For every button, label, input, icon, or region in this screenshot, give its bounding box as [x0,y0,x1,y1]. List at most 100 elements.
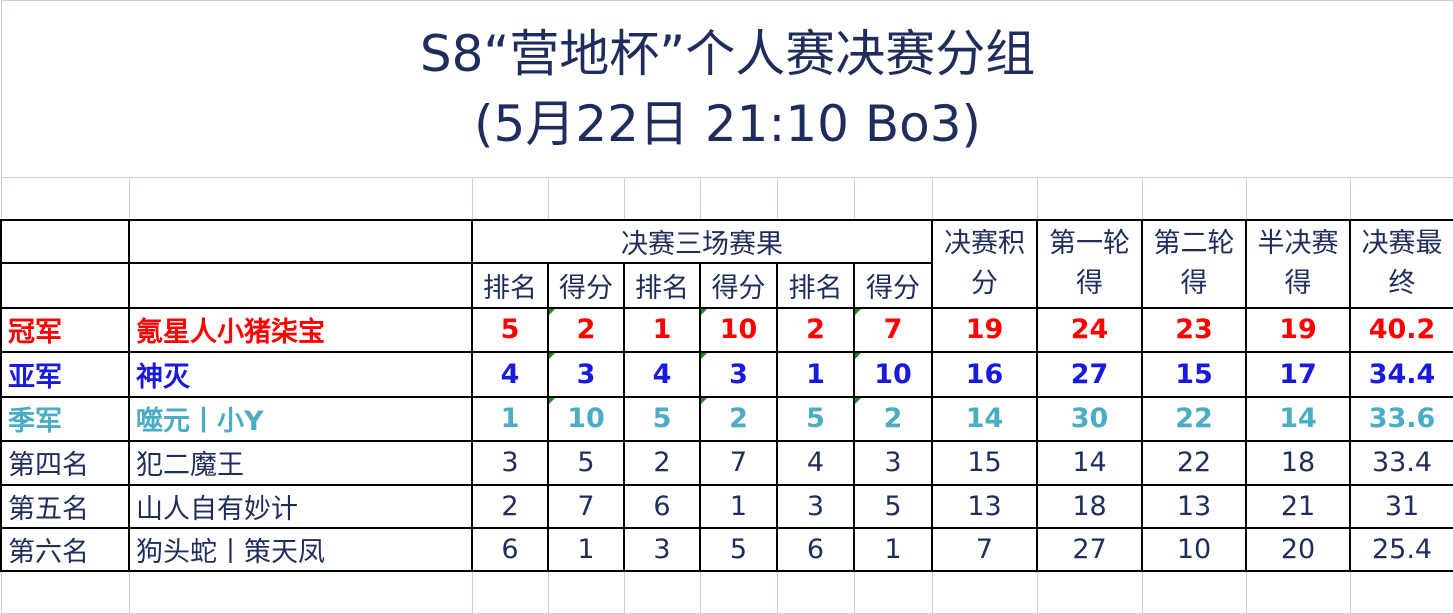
score-1-cell[interactable]: 7 [547,483,625,529]
cell[interactable] [776,570,855,614]
rank-2-cell[interactable]: 6 [623,483,701,529]
header-final-points[interactable]: 决赛积分 [931,218,1038,309]
rank-1-cell[interactable]: 2 [471,483,549,529]
cell[interactable] [0,261,130,309]
round1-cell[interactable]: 27 [1036,526,1143,572]
score-2-cell[interactable]: 1 [699,483,778,529]
round1-cell[interactable]: 27 [1036,350,1143,398]
header-rank-2[interactable]: 排名 [623,261,701,309]
rank-3-cell[interactable]: 5 [776,395,855,442]
cell[interactable] [0,570,130,614]
rank-1-cell[interactable]: 6 [471,526,549,572]
cell[interactable] [776,177,855,220]
cell[interactable] [699,177,778,220]
player-name-cell[interactable]: 狗头蛇丨策天凤 [128,526,473,572]
place-cell[interactable]: 亚军 [0,350,130,398]
player-name-cell[interactable]: 犯二魔王 [128,439,473,486]
header-final[interactable]: 决赛最终 [1348,218,1453,309]
cell[interactable] [128,261,473,309]
final-points-cell[interactable]: 14 [931,395,1038,442]
final-cell[interactable]: 40.2 [1348,306,1453,353]
rank-3-cell[interactable]: 1 [776,350,855,398]
score-1-cell[interactable]: 1 [547,526,625,572]
header-score-3[interactable]: 得分 [853,261,933,309]
score-2-cell[interactable]: 5 [699,526,778,572]
semi-cell[interactable]: 21 [1245,483,1351,529]
final-points-cell[interactable]: 19 [931,306,1038,353]
place-cell[interactable]: 冠军 [0,306,130,353]
final-cell[interactable]: 31 [1348,483,1453,529]
score-3-cell[interactable]: 3 [853,439,933,486]
cell[interactable] [1349,570,1453,614]
cell[interactable] [1141,177,1247,220]
score-1-cell[interactable]: 5 [547,439,625,486]
cell[interactable] [128,218,473,264]
header-round1[interactable]: 第一轮得 [1036,218,1143,309]
sheet-title[interactable]: S8“营地杯”个人赛决赛分组 (5月22日 21:10 Bo3) [0,0,1453,178]
final-points-cell[interactable]: 7 [931,526,1038,572]
round1-cell[interactable]: 18 [1036,483,1143,529]
final-cell[interactable]: 33.6 [1348,395,1453,442]
cell[interactable] [1036,177,1143,220]
score-2-cell[interactable]: 7 [699,439,778,486]
rank-2-cell[interactable]: 1 [623,306,701,353]
semi-cell[interactable]: 20 [1245,526,1351,572]
player-name-cell[interactable]: 山人自有妙计 [128,483,473,529]
rank-2-cell[interactable]: 5 [623,395,701,442]
cell[interactable] [0,218,130,264]
rank-3-cell[interactable]: 3 [776,483,855,529]
score-1-cell[interactable]: 3 [547,350,625,398]
score-2-cell[interactable]: 2 [699,395,778,442]
final-cell[interactable]: 33.4 [1348,439,1453,486]
cell[interactable] [128,570,473,614]
rank-1-cell[interactable]: 4 [471,350,549,398]
rank-3-cell[interactable]: 6 [776,526,855,572]
final-cell[interactable]: 25.4 [1348,526,1453,572]
cell[interactable] [1349,177,1453,220]
round1-cell[interactable]: 24 [1036,306,1143,353]
cell[interactable] [931,570,1038,614]
cell[interactable] [547,177,625,220]
place-cell[interactable]: 第五名 [0,483,130,529]
round2-cell[interactable]: 23 [1141,306,1247,353]
header-round2[interactable]: 第二轮得 [1141,218,1247,309]
cell[interactable] [471,570,549,614]
score-3-cell[interactable]: 10 [853,350,933,398]
cell[interactable] [0,177,130,220]
round2-cell[interactable]: 10 [1141,526,1247,572]
cell[interactable] [1245,177,1351,220]
cell[interactable] [1245,570,1351,614]
rank-2-cell[interactable]: 2 [623,439,701,486]
player-name-cell[interactable]: 氪星人小猪柒宝 [128,306,473,353]
cell[interactable] [547,570,625,614]
header-rank-1[interactable]: 排名 [471,261,549,309]
final-cell[interactable]: 34.4 [1348,350,1453,398]
final-points-cell[interactable]: 16 [931,350,1038,398]
header-score-1[interactable]: 得分 [547,261,625,309]
round1-cell[interactable]: 30 [1036,395,1143,442]
header-rank-3[interactable]: 排名 [776,261,855,309]
score-3-cell[interactable]: 5 [853,483,933,529]
semi-cell[interactable]: 14 [1245,395,1351,442]
cell[interactable] [623,570,701,614]
score-3-cell[interactable]: 7 [853,306,933,353]
score-1-cell[interactable]: 10 [547,395,625,442]
cell[interactable] [1036,570,1143,614]
player-name-cell[interactable]: 神灭 [128,350,473,398]
cell[interactable] [471,177,549,220]
final-points-cell[interactable]: 15 [931,439,1038,486]
cell[interactable] [1141,570,1247,614]
place-cell[interactable]: 季军 [0,395,130,442]
place-cell[interactable]: 第六名 [0,526,130,572]
rank-3-cell[interactable]: 4 [776,439,855,486]
round2-cell[interactable]: 15 [1141,350,1247,398]
final-points-cell[interactable]: 13 [931,483,1038,529]
round2-cell[interactable]: 22 [1141,439,1247,486]
rank-2-cell[interactable]: 3 [623,526,701,572]
header-score-2[interactable]: 得分 [699,261,778,309]
round1-cell[interactable]: 14 [1036,439,1143,486]
cell[interactable] [853,177,933,220]
score-3-cell[interactable]: 2 [853,395,933,442]
semi-cell[interactable]: 17 [1245,350,1351,398]
rank-1-cell[interactable]: 1 [471,395,549,442]
